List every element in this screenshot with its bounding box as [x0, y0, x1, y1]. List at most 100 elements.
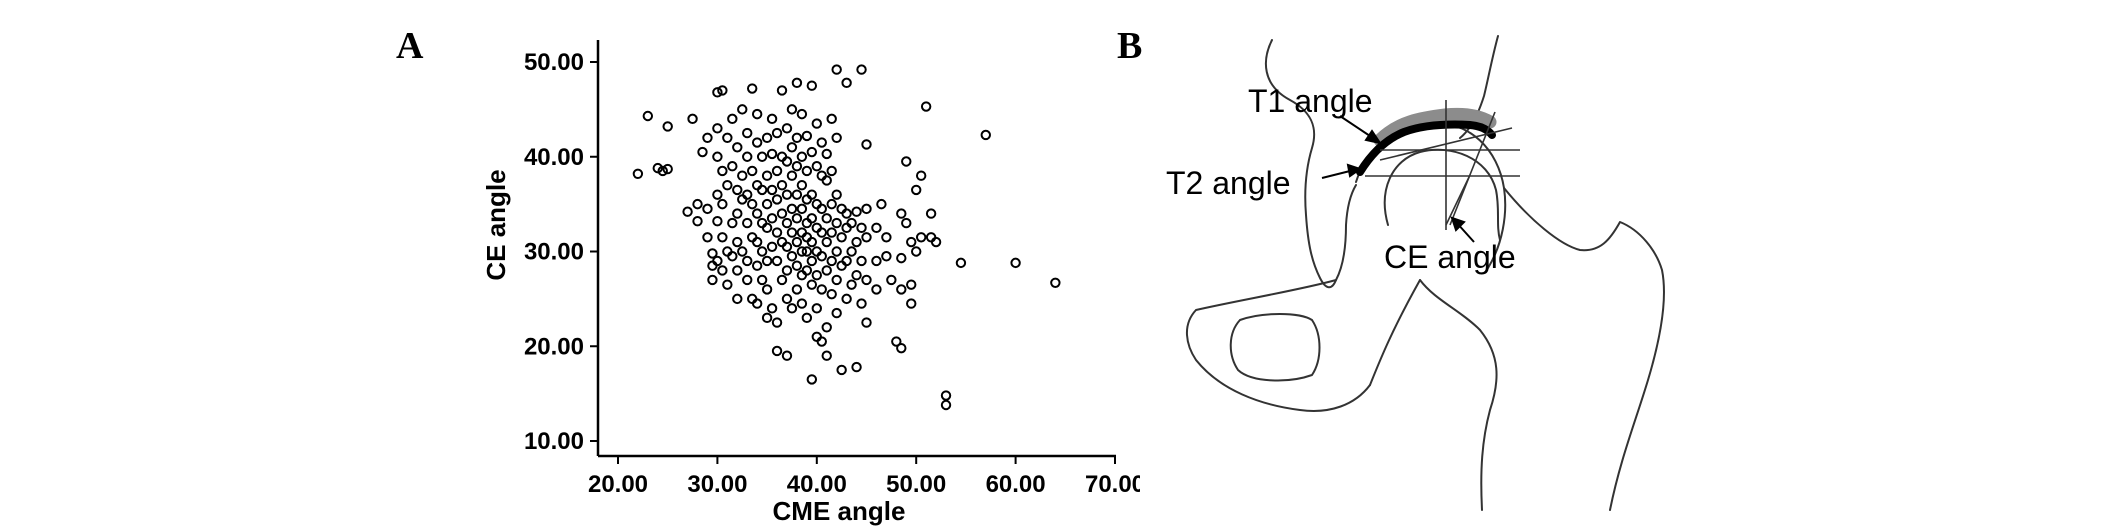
- data-point: [776, 179, 788, 191]
- data-point: [841, 255, 852, 267]
- data-point: [861, 203, 872, 215]
- data-point: [732, 184, 743, 196]
- data-point: [806, 80, 818, 91]
- data-point: [1050, 277, 1061, 288]
- data-point: [791, 189, 803, 200]
- data-point: [756, 184, 768, 196]
- data-point: [851, 361, 862, 373]
- femoral-head: [1383, 148, 1501, 241]
- data-point: [811, 161, 822, 172]
- data-point: [751, 298, 763, 309]
- data-point: [940, 399, 952, 411]
- data-point: [781, 293, 793, 305]
- t2-arrow: [1321, 169, 1355, 179]
- data-point: [856, 255, 867, 267]
- data-point: [876, 198, 887, 210]
- data-point: [980, 129, 991, 141]
- data-point: [836, 364, 847, 376]
- data-point: [682, 206, 693, 217]
- data-point: [712, 215, 723, 227]
- data-point: [662, 121, 673, 132]
- data-point: [781, 123, 793, 134]
- data-point: [761, 255, 773, 267]
- t1-angle-label: T1 angle: [1248, 83, 1373, 119]
- obturator-foramen: [1229, 313, 1321, 382]
- data-point: [732, 265, 743, 276]
- data-point: [746, 198, 758, 210]
- data-point: [742, 274, 753, 286]
- data-point: [771, 127, 783, 139]
- data-point: [806, 255, 818, 267]
- data-point: [742, 151, 753, 162]
- femur-outline: [1419, 279, 1498, 511]
- data-point: [831, 189, 842, 200]
- y-tick-label: 30.00: [524, 239, 584, 266]
- data-point: [786, 251, 798, 262]
- data-point: [781, 189, 793, 200]
- t1-sourcil-band: [1373, 107, 1497, 147]
- data-point: [856, 64, 867, 75]
- data-point: [896, 342, 907, 354]
- data-point: [712, 255, 723, 267]
- data-point: [846, 279, 857, 290]
- panel-label-a: A: [396, 25, 424, 67]
- data-point: [737, 246, 748, 257]
- data-point: [826, 255, 837, 267]
- x-tick-label: 60.00: [986, 471, 1046, 498]
- data-point: [911, 184, 922, 196]
- data-point: [915, 232, 927, 243]
- data-point: [766, 213, 778, 224]
- data-point: [771, 194, 783, 205]
- data-point: [791, 260, 803, 271]
- x-ticks: 20.00 30.00 40.00 50.00 60.00 70.00: [588, 456, 1140, 498]
- data-point: [841, 293, 852, 305]
- acetabulum: [1355, 122, 1507, 269]
- data-point: [906, 236, 917, 248]
- data-point: [791, 284, 803, 295]
- x-tick-label: 50.00: [886, 471, 946, 498]
- data-point: [717, 165, 728, 177]
- y-axis-title: CE angle: [481, 169, 511, 280]
- data-point: [771, 317, 783, 328]
- data-point: [751, 260, 763, 271]
- data-point: [756, 246, 768, 257]
- data-point: [786, 104, 798, 115]
- data-point: [791, 236, 803, 248]
- data-point: [861, 317, 872, 328]
- data-point: [806, 374, 818, 385]
- data-point: [776, 274, 788, 286]
- data-point: [732, 236, 743, 248]
- data-point: [851, 269, 862, 281]
- data-point: [751, 108, 763, 120]
- data-point: [821, 350, 832, 361]
- data-point: [811, 118, 822, 129]
- data-point: [742, 127, 753, 139]
- ilium-outline: [1265, 39, 1357, 289]
- data-point: [846, 217, 857, 229]
- data-point: [856, 298, 867, 309]
- data-point: [806, 146, 818, 158]
- data-point: [727, 113, 738, 125]
- data-point: [766, 148, 778, 160]
- data-point: [801, 265, 813, 276]
- x-tick-label: 70.00: [1085, 471, 1140, 498]
- data-point: [687, 113, 698, 125]
- data-point: [796, 203, 808, 215]
- data-point: [707, 274, 718, 286]
- data-point: [851, 236, 862, 248]
- data-point: [746, 83, 758, 94]
- ce-angle-label: CE angle: [1384, 239, 1516, 275]
- femur-outline-2: [1503, 187, 1665, 511]
- data-point: [737, 104, 748, 115]
- x-tick-label: 20.00: [588, 471, 648, 498]
- data-point: [826, 227, 837, 238]
- data-point: [796, 246, 808, 257]
- data-point: [901, 217, 912, 229]
- data-point: [761, 198, 773, 210]
- data-point: [766, 113, 778, 125]
- data-point: [727, 217, 738, 229]
- data-point: [791, 77, 803, 89]
- x-tick-label: 40.00: [787, 471, 847, 498]
- data-point: [806, 279, 818, 290]
- data-point: [811, 269, 822, 281]
